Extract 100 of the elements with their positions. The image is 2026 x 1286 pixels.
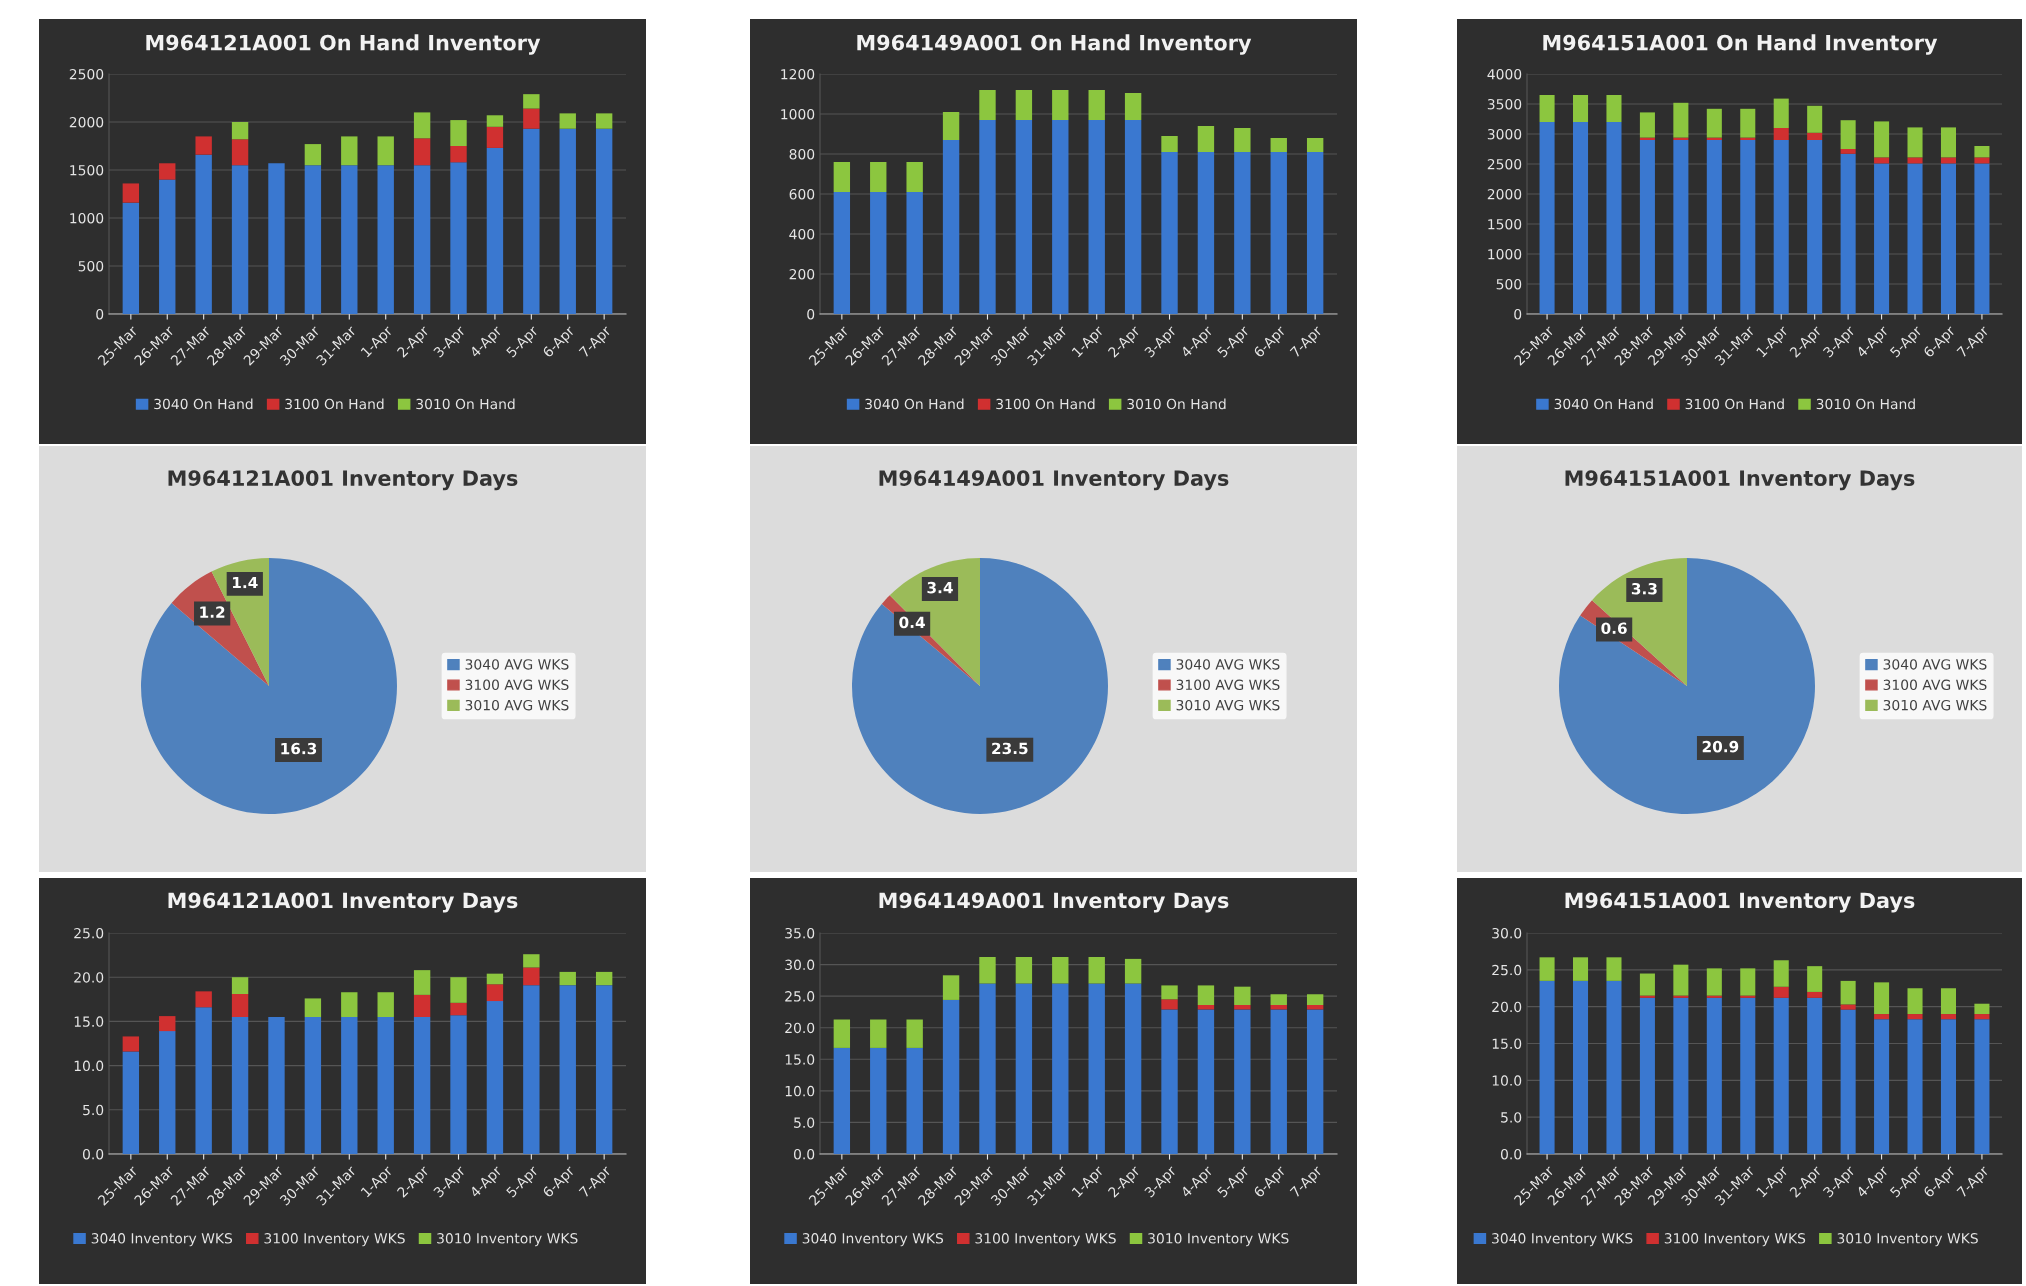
y-tick-label: 10.0	[1492, 1075, 1522, 1086]
bar	[159, 179, 176, 314]
y-tick-label: 30.0	[1492, 927, 1522, 939]
bar	[1673, 964, 1689, 996]
bar	[1306, 1009, 1324, 1154]
bar	[1639, 140, 1655, 314]
chart-title: M964121A001 Inventory Days	[168, 470, 518, 491]
legend-label: 3100 Inventory WKS	[1664, 1233, 1806, 1247]
bar	[231, 994, 249, 1017]
bar	[1874, 163, 1890, 314]
bar	[942, 112, 960, 140]
bar	[1773, 997, 1789, 1154]
bar	[231, 165, 249, 314]
bar	[1874, 157, 1890, 164]
bar	[906, 192, 923, 314]
y-tick-label: 800	[789, 148, 815, 160]
bar	[1740, 140, 1756, 314]
y-tick-label: 2000	[1487, 188, 1522, 200]
y-tick-label: 1200	[781, 68, 815, 80]
bar	[341, 136, 358, 166]
legend-label: 3040 AVG WKS	[1176, 659, 1280, 670]
bar	[1907, 1019, 1923, 1154]
bar	[486, 115, 504, 127]
data-label: 1.2	[200, 606, 225, 618]
legend-label: 3040 AVG WKS	[465, 659, 569, 670]
bar	[1572, 980, 1589, 1154]
y-tick-label: 1000	[781, 108, 815, 120]
bar	[523, 985, 540, 1154]
y-tick-label: 15.0	[74, 1016, 104, 1027]
bar	[1234, 986, 1251, 1005]
bar	[413, 165, 431, 314]
bar	[523, 967, 540, 986]
bar	[1673, 995, 1689, 998]
y-tick-label: 500	[78, 260, 104, 272]
y-tick-label: 3500	[1487, 98, 1522, 110]
legend-label: 3010 Inventory WKS	[1837, 1233, 1978, 1247]
y-tick-label: 500	[1496, 278, 1522, 290]
bar	[1088, 90, 1105, 120]
chart-title: M964149A001 On Hand Inventory	[857, 34, 1252, 55]
bar	[1124, 983, 1142, 1154]
y-tick-label: 2500	[1487, 158, 1522, 170]
bar	[979, 956, 996, 984]
bar	[523, 128, 540, 314]
bar	[870, 1047, 887, 1154]
bar	[559, 113, 576, 129]
chart-title: M964151A001 Inventory Days	[1565, 470, 1915, 491]
legend-label: 3040 Inventory WKS	[1492, 1233, 1633, 1247]
bar	[1807, 105, 1823, 133]
y-tick-label: 1500	[1488, 218, 1522, 230]
legend-label: 3010 AVG WKS	[1883, 699, 1987, 711]
bar	[1974, 1014, 1990, 1020]
bar	[486, 973, 504, 985]
chart-title: M964149A001 Inventory Days	[879, 470, 1229, 491]
bar	[1974, 1003, 1990, 1015]
bar	[1234, 1004, 1251, 1010]
y-tick-label: 0.0	[793, 1148, 815, 1160]
y-tick-label: 0	[807, 308, 815, 320]
bar	[595, 985, 613, 1154]
bar	[1940, 127, 1957, 158]
chart-title: M964121A001 On Hand Inventory	[146, 34, 541, 55]
bar	[1197, 985, 1215, 1005]
bar	[1874, 121, 1890, 158]
chart-title: M964151A001 Inventory Days	[1565, 892, 1915, 913]
bar	[1874, 1019, 1890, 1154]
y-tick-label: 35.0	[785, 927, 815, 939]
bar	[523, 108, 540, 129]
bar	[1874, 982, 1890, 1015]
bar	[1840, 153, 1856, 314]
bar	[1088, 983, 1105, 1154]
bar	[231, 139, 249, 166]
y-tick-label: 5.0	[83, 1104, 104, 1116]
bar	[1161, 999, 1178, 1010]
bar	[1088, 956, 1105, 984]
bar	[377, 165, 394, 314]
bar	[595, 128, 613, 314]
bar	[1940, 1019, 1957, 1154]
bar	[341, 1016, 358, 1154]
bar	[195, 991, 212, 1008]
pie-slice	[1559, 558, 1815, 814]
bar	[122, 183, 140, 203]
y-tick-label: 5.0	[794, 1117, 815, 1128]
bar	[906, 1047, 923, 1154]
bar	[559, 971, 576, 986]
bar	[1539, 980, 1555, 1154]
data-label: 3.4	[927, 581, 953, 594]
bar	[1807, 132, 1823, 140]
bar	[377, 992, 394, 1017]
legend-label: 3010 AVG WKS	[465, 699, 569, 711]
bar	[1270, 994, 1287, 1005]
y-tick-label: 600	[789, 188, 815, 200]
bar	[1773, 128, 1789, 140]
y-tick-label: 10.0	[74, 1060, 104, 1072]
bar	[1706, 997, 1722, 1154]
bar	[1270, 138, 1287, 152]
bar	[1907, 1014, 1923, 1020]
bar	[450, 1002, 467, 1016]
legend-label: 3100 AVG WKS	[1883, 679, 1987, 691]
bar	[304, 1016, 322, 1154]
data-label: 0.4	[899, 616, 925, 629]
bar	[413, 970, 431, 995]
